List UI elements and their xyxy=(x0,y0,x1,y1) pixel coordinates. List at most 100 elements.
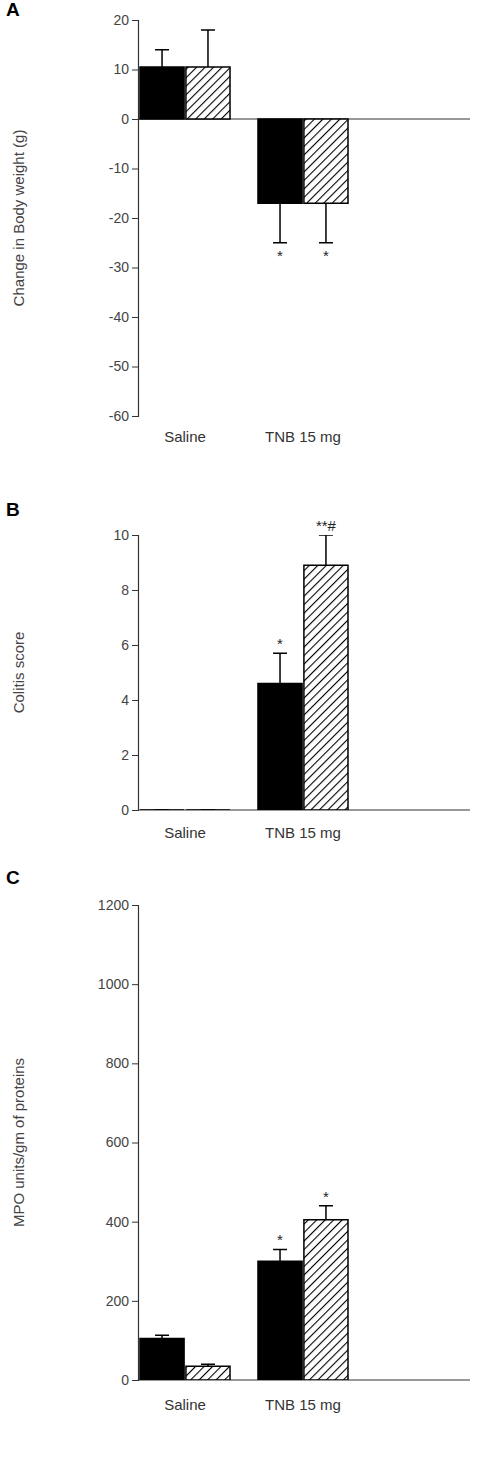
tick: 8 xyxy=(121,582,138,598)
tick-label: 200 xyxy=(106,1293,130,1309)
tick-mark xyxy=(132,169,138,170)
tick: -10 xyxy=(109,160,138,176)
x-axis: Saline TNB 15 mg xyxy=(164,1396,341,1413)
tick-label: 20 xyxy=(113,12,129,28)
category-label: Saline xyxy=(164,1396,206,1413)
tick: 1000 xyxy=(98,976,138,992)
tick: -40 xyxy=(109,309,138,325)
tick: 2 xyxy=(121,747,138,763)
tick: 800 xyxy=(106,1055,138,1071)
x-axis: SalineTNB 15 mg xyxy=(164,428,341,445)
tick-mark xyxy=(132,119,138,120)
tick-mark xyxy=(132,1301,138,1302)
error-bar xyxy=(201,809,215,810)
tick-label: 600 xyxy=(106,1134,130,1150)
tick: 0 xyxy=(121,802,138,818)
tick-label: 1200 xyxy=(98,897,129,913)
error-bar xyxy=(319,203,333,243)
y-axis-title: Change in Body weight (g) xyxy=(10,130,27,307)
error-bar xyxy=(155,809,169,810)
error-bar xyxy=(201,1364,215,1366)
tick: 200 xyxy=(106,1293,138,1309)
tick: 6 xyxy=(121,637,138,653)
tick-mark xyxy=(132,268,138,269)
significance: * xyxy=(277,1231,283,1248)
category: TNB 15 mg xyxy=(265,1396,341,1413)
tick-label: -20 xyxy=(109,210,129,226)
error-bar xyxy=(319,535,333,565)
category-label: TNB 15 mg xyxy=(265,824,341,841)
tick: 400 xyxy=(106,1214,138,1230)
bar xyxy=(140,67,184,119)
tick-label: -60 xyxy=(109,408,129,424)
tick-mark xyxy=(132,416,138,417)
significance: * xyxy=(323,247,329,264)
tick-mark xyxy=(132,20,138,21)
bar xyxy=(304,565,348,810)
bar xyxy=(186,809,230,810)
panel: CMPO units/gm of proteins020040060080010… xyxy=(6,867,470,1413)
tick-mark xyxy=(132,70,138,71)
tick-mark xyxy=(132,367,138,368)
bar xyxy=(304,1220,348,1380)
annotations: * **# xyxy=(277,517,337,652)
category-label: TNB 15 mg xyxy=(265,428,341,445)
annotations: ** xyxy=(277,247,329,264)
error-bar xyxy=(273,653,287,683)
bars xyxy=(140,1206,348,1380)
error-bar xyxy=(273,203,287,243)
bar xyxy=(186,1366,230,1380)
tick-label: 8 xyxy=(121,582,129,598)
y-axis-title: Colitis score xyxy=(10,632,27,714)
tick-mark xyxy=(132,905,138,906)
tick: -50 xyxy=(109,358,138,374)
bar xyxy=(258,684,302,811)
tick-mark xyxy=(132,1143,138,1144)
significance: * xyxy=(323,1188,329,1205)
tick-label: -30 xyxy=(109,259,129,275)
y-axis: 0 200 400 600 800 1000 1200 xyxy=(98,897,139,1388)
panel: A Change in Body weight (g) -60 -50 -40 -30 -2… xyxy=(6,0,470,445)
tick-label: 0 xyxy=(121,802,129,818)
bar xyxy=(140,809,184,810)
tick: 1200 xyxy=(98,897,138,913)
tick-mark xyxy=(132,590,138,591)
panel-label: A xyxy=(6,0,20,20)
category: Saline xyxy=(164,824,206,841)
tick-mark xyxy=(132,1380,138,1381)
significance: **# xyxy=(316,517,337,534)
tick-label: 10 xyxy=(113,527,129,543)
tick-label: -50 xyxy=(109,358,129,374)
significance: * xyxy=(277,635,283,652)
tick-label: 10 xyxy=(113,61,129,77)
tick-mark xyxy=(132,1063,138,1064)
error-bar xyxy=(319,1206,333,1220)
category: TNB 15 mg xyxy=(265,428,341,445)
bar xyxy=(186,67,230,119)
tick: 20 xyxy=(113,12,138,28)
tick-mark xyxy=(132,218,138,219)
bar xyxy=(140,1338,184,1380)
tick: -30 xyxy=(109,259,138,275)
tick-label: 0 xyxy=(121,111,129,127)
tick-mark xyxy=(132,1222,138,1223)
figure: A Change in Body weight (g) -60 -50 -40 -30 -2… xyxy=(0,0,492,1475)
error-bar xyxy=(201,30,215,67)
tick-mark xyxy=(132,984,138,985)
tick-mark xyxy=(132,645,138,646)
y-axis: 0246810 xyxy=(113,527,138,818)
tick: 600 xyxy=(106,1134,138,1150)
bar xyxy=(258,1261,302,1380)
panel-label: C xyxy=(6,867,20,888)
tick-label: -40 xyxy=(109,309,129,325)
tick: -20 xyxy=(109,210,138,226)
tick-label: 0 xyxy=(121,1372,129,1388)
tick-mark xyxy=(132,535,138,536)
tick-label: 2 xyxy=(121,747,129,763)
tick: -60 xyxy=(109,408,138,424)
y-axis-line xyxy=(132,536,139,811)
bars xyxy=(140,535,348,810)
tick-label: 6 xyxy=(121,637,129,653)
tick-label: 400 xyxy=(106,1214,130,1230)
panel: BColitis score0246810SalineTNB 15 mg***# xyxy=(6,499,470,841)
